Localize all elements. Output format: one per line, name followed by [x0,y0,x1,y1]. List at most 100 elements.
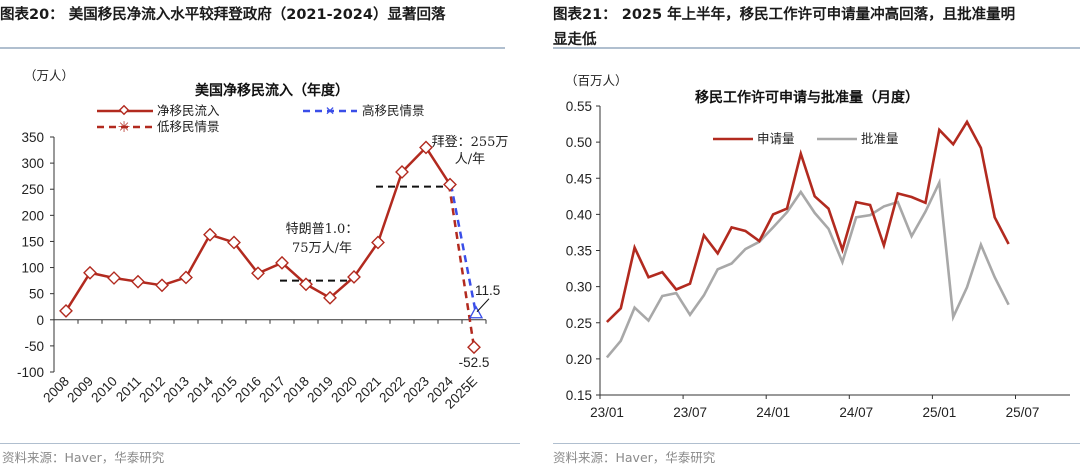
left-y-tick-label: 350 [21,130,44,145]
trump-annotation-line1: 特朗普1.0： [286,222,359,237]
left-x-tick-label: 2020 [328,374,360,406]
data-label-low: -52.5 [459,355,490,370]
right-axes: 0.15 0.20 0.25 0.30 0.35 0.40 0.45 0.50 0.55 23/0… [566,99,1070,420]
net-migration-point [251,266,265,281]
right-y-tick-label: 0.25 [566,316,592,331]
left-x-tick-label: 2015 [208,374,240,406]
left-x-tick-label: 2022 [376,374,408,406]
net-migration-point [443,177,457,192]
net-migration-point [155,278,169,293]
left-x-tick-label: 2009 [64,374,96,406]
right-x-tick-label: 24/01 [756,405,790,420]
right-y-tick-label: 0.50 [566,135,592,150]
left-chart-title: 美国净移民流入（年度） [195,82,349,99]
right-title-rule [553,47,1080,49]
left-x-tick-label: 2011 [113,374,144,405]
right-y-tick-label: 0.35 [566,244,592,259]
net-migration-point [419,140,433,155]
right-y-tick-label: 0.20 [566,352,592,367]
net-migration-line [64,146,452,312]
right-y-tick-label: 0.40 [566,207,592,222]
right-x-tick-label: 23/07 [673,405,707,420]
left-x-tick-label: 2018 [280,374,312,406]
left-source-rule [0,443,520,444]
right-plot [605,119,1010,359]
net-migration-point [179,270,193,285]
legend-marker-x: ✕ [325,104,335,118]
left-y-tick-label: 50 [29,287,44,302]
net-migration-point [275,255,289,270]
legend-label-low: 低移民情景 [157,119,220,134]
right-x-tick-label: 25/01 [923,405,957,420]
high-scenario-marker [468,305,484,319]
left-figure-title: 图表20： 美国移民净流入水平较拜登政府（2021-2024）显著回落 [0,7,446,23]
left-y-tick-label: 300 [21,156,44,171]
biden-annotation-line1: 拜登：255万 [432,135,509,150]
left-x-tick-label: 2008 [40,374,72,406]
left-x-tick-label: 2019 [304,374,336,406]
left-title-rule [0,47,505,49]
trump-annotation-line2: 75万人/年 [292,241,352,256]
legend-marker-diamond [118,104,130,116]
left-y-tick-label: 200 [21,208,44,223]
left-legend: 净移民流入 ✕ 高移民情景 ✳ 低移民情景 [97,103,425,136]
low-scenario-marker [467,340,481,355]
right-y-tick-label: 0.55 [566,99,592,114]
net-migration-point [371,235,385,250]
net-migration-point [227,235,241,250]
net-migration-point [107,271,121,285]
approvals-line [605,177,1010,359]
left-x-tick-label: 2016 [232,374,264,406]
right-x-tick-label: 23/01 [590,405,624,420]
left-x-tick-label: 2021 [352,374,384,406]
right-figure-title-line1: 图表21： 2025 年上半年，移民工作许可申请量冲高回落，且批准量明 [553,7,1016,23]
data-label-high: 11.5 [475,283,500,298]
applications-line [605,119,1010,323]
right-source-rule [553,443,1080,444]
high-scenario-line [449,184,478,315]
left-source: 资料来源：Haver，华泰研究 [2,450,165,465]
right-figure-title-line2: 显走低 [553,32,597,48]
left-y-unit-label: （万人） [24,68,74,83]
legend-label-applications: 申请量 [757,131,795,146]
legend-label-high: 高移民情景 [362,103,425,118]
net-migration-point [131,274,145,289]
left-y-tick-label: 0 [36,313,44,328]
right-legend: 申请量 批准量 [713,131,899,146]
left-x-tick-label: 2013 [160,374,192,406]
legend-label-net: 净移民流入 [157,103,220,118]
data-label-leader [476,298,490,313]
right-y-unit-label: （百万人） [565,73,628,88]
right-y-tick-label: 0.15 [566,388,592,403]
legend-marker-asterisk: ✳ [118,119,131,136]
right-x-tick-label: 25/07 [1006,405,1040,420]
net-migration-point [395,165,409,179]
right-chart-title: 移民工作许可申请与批准量（月度） [695,89,919,106]
net-migration-point [59,303,73,318]
left-x-tick-label: 2010 [88,374,120,406]
left-y-tick-label: -100 [17,365,44,380]
legend-label-approvals: 批准量 [861,131,899,146]
net-migration-point [299,277,313,292]
left-x-tick-label: 2017 [256,374,288,406]
net-migration-point [83,265,97,280]
right-y-tick-label: 0.30 [566,280,592,295]
left-y-tick-label: 150 [21,234,44,249]
right-x-tick-label: 24/07 [839,405,873,420]
left-x-tick-label: 2012 [136,374,168,406]
right-figure-title: 图表21： 2025 年上半年，移民工作许可申请量冲高回落，且批准量明 显走低 [553,3,1080,53]
left-y-tick-label: 250 [21,182,44,197]
biden-annotation-line2: 人/年 [455,152,485,167]
net-migration-point [203,227,217,242]
low-scenario-line [447,184,476,348]
left-y-tick-label: 100 [21,261,44,276]
net-migration-point [323,290,337,305]
right-y-tick-label: 0.45 [566,171,592,186]
left-y-tick-label: -50 [24,339,44,354]
net-migration-point [347,270,361,284]
left-x-tick-label: 2023 [400,374,432,406]
right-source: 资料来源：Haver，华泰研究 [553,450,716,465]
